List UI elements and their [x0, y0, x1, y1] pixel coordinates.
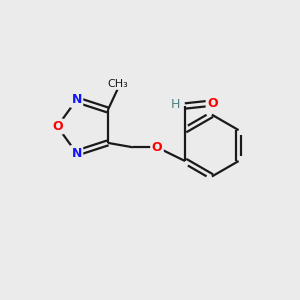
Text: CH₃: CH₃	[108, 79, 128, 88]
Text: H: H	[171, 98, 180, 111]
Text: O: O	[152, 141, 162, 154]
Text: O: O	[52, 120, 63, 133]
Text: O: O	[207, 97, 218, 110]
Text: N: N	[71, 146, 82, 160]
Text: N: N	[71, 93, 82, 106]
